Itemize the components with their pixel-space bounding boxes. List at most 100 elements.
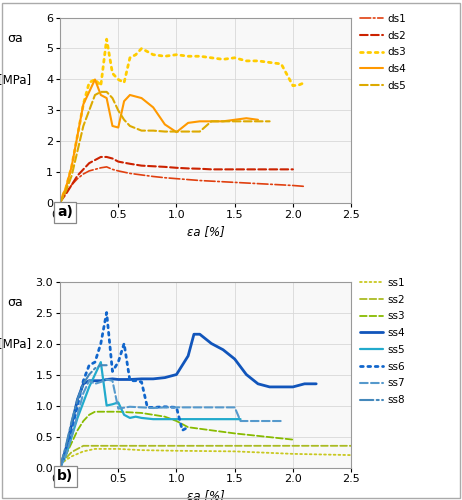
ds1 — [185, 176, 191, 182]
ds2 — [279, 166, 284, 172]
ds1 — [104, 164, 109, 170]
ss5 — [104, 402, 109, 408]
ds1 — [174, 176, 179, 182]
ss2 — [92, 443, 98, 449]
ds4 — [151, 104, 156, 110]
Line: ds4: ds4 — [60, 80, 258, 202]
Line: ss8: ss8 — [60, 365, 107, 468]
ss4 — [279, 384, 284, 390]
Line: ss5: ss5 — [60, 362, 241, 468]
ss1 — [75, 451, 80, 457]
ss5 — [232, 416, 237, 422]
ds1 — [139, 172, 144, 178]
ss3 — [174, 418, 179, 424]
ss4 — [69, 421, 74, 427]
ss8 — [98, 362, 103, 368]
ss6 — [162, 404, 168, 410]
ss5 — [162, 416, 168, 422]
ss8 — [57, 464, 63, 470]
ss5 — [139, 415, 144, 421]
ds2 — [116, 158, 121, 164]
ds3 — [116, 76, 121, 82]
Text: a): a) — [57, 206, 73, 220]
ds2 — [232, 166, 237, 172]
ss7 — [116, 406, 121, 411]
ds1 — [220, 179, 226, 185]
Line: ss7: ss7 — [60, 380, 281, 468]
ss1 — [139, 447, 144, 453]
ss6 — [86, 362, 92, 368]
ss6 — [116, 359, 121, 365]
ds1 — [302, 184, 307, 190]
ss1 — [174, 448, 179, 454]
Line: ds2: ds2 — [60, 157, 293, 202]
ss7 — [75, 412, 80, 418]
ds5 — [209, 118, 214, 124]
ss3 — [80, 418, 86, 424]
ss5 — [86, 384, 92, 390]
ds1 — [80, 171, 86, 177]
ss2 — [174, 443, 179, 449]
ds5 — [127, 123, 133, 129]
ss4 — [220, 346, 226, 352]
ds2 — [290, 166, 296, 172]
ds4 — [209, 118, 214, 124]
ds4 — [116, 124, 121, 130]
ds1 — [232, 180, 237, 186]
ss5 — [63, 452, 69, 458]
ss7 — [185, 404, 191, 410]
ss6 — [127, 378, 133, 384]
ds3 — [209, 55, 214, 61]
ss5 — [92, 372, 98, 378]
ds5 — [116, 108, 121, 114]
ds3 — [98, 82, 103, 88]
ds5 — [151, 128, 156, 134]
Line: ss3: ss3 — [60, 412, 293, 465]
ss6 — [180, 428, 185, 434]
ds4 — [139, 95, 144, 101]
ds3 — [57, 199, 63, 205]
ss6 — [151, 404, 156, 410]
ss3 — [185, 424, 191, 430]
ds5 — [86, 108, 92, 114]
ss7 — [127, 404, 133, 410]
Line: ss1: ss1 — [60, 449, 351, 464]
ss7 — [255, 418, 261, 424]
ds4 — [109, 123, 115, 129]
ds4 — [232, 117, 237, 123]
ss3 — [86, 412, 92, 418]
ss1 — [80, 448, 86, 454]
ss7 — [243, 418, 249, 424]
ss1 — [69, 454, 74, 460]
ds4 — [220, 118, 226, 124]
ds1 — [279, 182, 284, 188]
ds5 — [267, 118, 273, 124]
ss8 — [69, 418, 74, 424]
ss2 — [139, 443, 144, 449]
ss1 — [92, 446, 98, 452]
ds2 — [209, 166, 214, 172]
ss3 — [75, 428, 80, 434]
ss2 — [348, 443, 354, 449]
Line: ss4: ss4 — [60, 334, 316, 468]
ds3 — [86, 80, 92, 86]
ss8 — [104, 362, 109, 368]
ss6 — [133, 378, 139, 384]
ss1 — [86, 447, 92, 453]
ds5 — [232, 118, 237, 124]
ds5 — [243, 118, 249, 124]
ds4 — [197, 118, 202, 124]
ds1 — [267, 181, 273, 187]
X-axis label: εa [%]: εa [%] — [187, 224, 225, 237]
ds2 — [220, 166, 226, 172]
ss4 — [98, 378, 103, 384]
ds5 — [92, 92, 98, 98]
ds3 — [75, 132, 80, 138]
ss7 — [232, 404, 237, 410]
ss8 — [92, 366, 98, 372]
ds1 — [86, 168, 92, 174]
ds5 — [122, 117, 127, 123]
ds5 — [255, 118, 261, 124]
ds1 — [75, 176, 80, 182]
ss5 — [127, 415, 133, 421]
